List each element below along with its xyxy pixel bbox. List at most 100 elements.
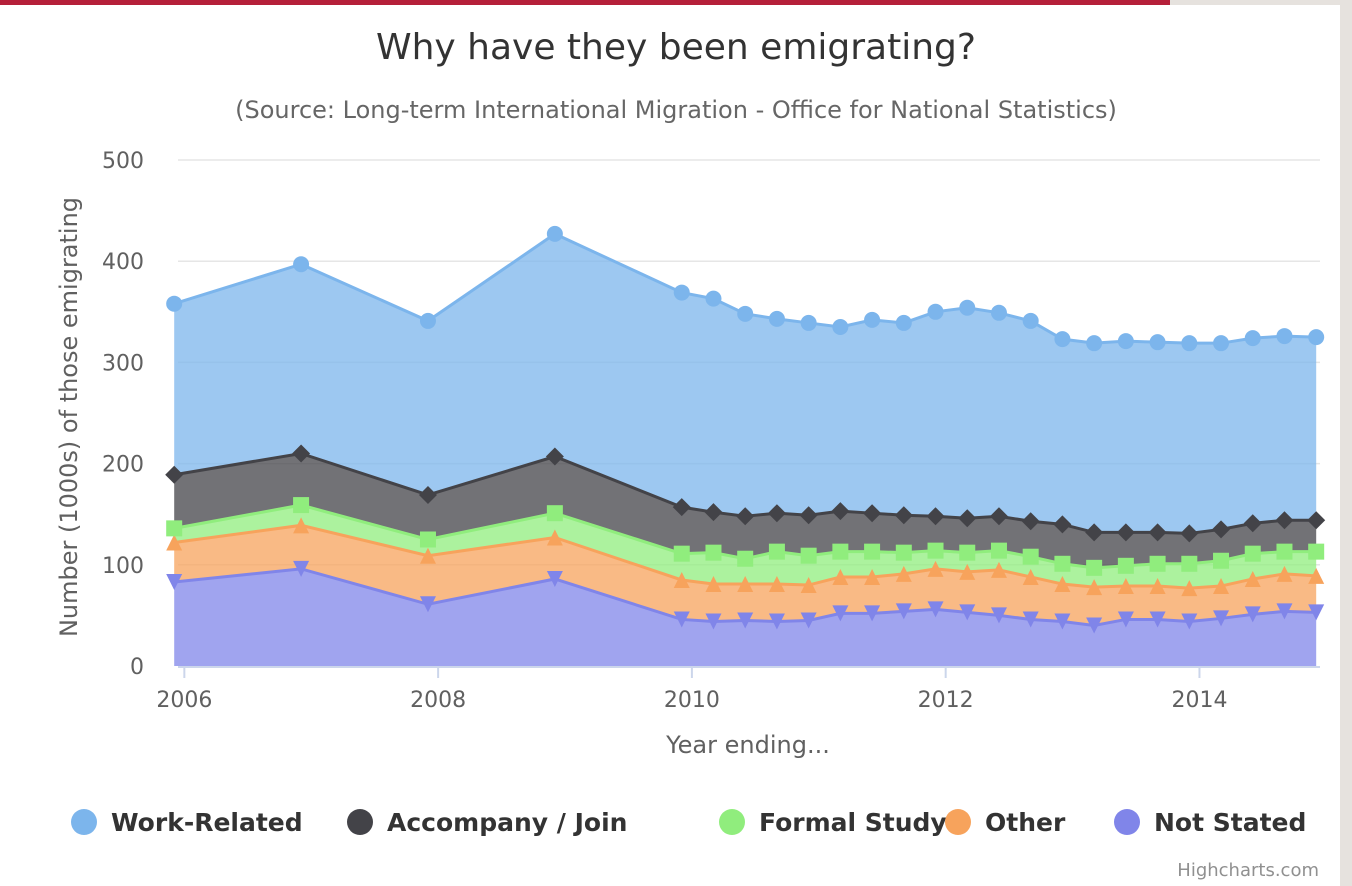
point-formal-study[interactable] — [705, 544, 722, 561]
point-other[interactable] — [895, 565, 912, 582]
point-work-related[interactable] — [1022, 312, 1039, 329]
point-other[interactable] — [800, 577, 817, 594]
point-other[interactable] — [1213, 578, 1230, 595]
point-accompany-join[interactable] — [1021, 512, 1040, 531]
point-formal-study[interactable] — [895, 544, 912, 561]
point-accompany-join[interactable] — [767, 504, 786, 523]
point-other[interactable] — [546, 529, 563, 546]
point-formal-study[interactable] — [959, 544, 976, 561]
point-accompany-join[interactable] — [926, 507, 945, 526]
point-accompany-join[interactable] — [1212, 520, 1231, 539]
point-work-related[interactable] — [864, 311, 881, 328]
point-work-related[interactable] — [166, 295, 183, 312]
point-work-related[interactable] — [990, 304, 1007, 321]
point-not-stated[interactable] — [927, 601, 944, 618]
point-formal-study[interactable] — [990, 542, 1007, 559]
point-formal-study[interactable] — [673, 545, 690, 562]
point-other[interactable] — [737, 576, 754, 593]
point-other[interactable] — [832, 568, 849, 585]
point-not-stated[interactable] — [1086, 617, 1103, 634]
point-formal-study[interactable] — [1276, 543, 1293, 560]
point-accompany-join[interactable] — [672, 498, 691, 517]
point-not-stated[interactable] — [1117, 611, 1134, 628]
point-accompany-join[interactable] — [1116, 523, 1135, 542]
point-other[interactable] — [864, 568, 881, 585]
point-not-stated[interactable] — [1244, 606, 1261, 623]
point-accompany-join[interactable] — [1180, 524, 1199, 543]
point-other[interactable] — [927, 560, 944, 577]
point-not-stated[interactable] — [293, 560, 310, 577]
point-formal-study[interactable] — [832, 543, 849, 560]
point-work-related[interactable] — [1117, 333, 1134, 350]
point-not-stated[interactable] — [1181, 613, 1198, 630]
point-other[interactable] — [419, 547, 436, 564]
point-work-related[interactable] — [1149, 334, 1166, 351]
point-work-related[interactable] — [546, 225, 563, 242]
point-formal-study[interactable] — [419, 531, 436, 548]
point-formal-study[interactable] — [1213, 552, 1230, 569]
point-accompany-join[interactable] — [894, 506, 913, 525]
legend-item-work-related[interactable]: Work-Related — [71, 808, 303, 837]
point-other[interactable] — [1181, 580, 1198, 597]
point-not-stated[interactable] — [990, 607, 1007, 624]
point-other[interactable] — [1149, 578, 1166, 595]
point-formal-study[interactable] — [1117, 557, 1134, 574]
point-accompany-join[interactable] — [831, 502, 850, 521]
point-work-related[interactable] — [673, 284, 690, 301]
point-not-stated[interactable] — [1213, 610, 1230, 627]
point-work-related[interactable] — [737, 305, 754, 322]
point-formal-study[interactable] — [768, 543, 785, 560]
point-not-stated[interactable] — [166, 574, 183, 591]
point-other[interactable] — [166, 534, 183, 551]
point-accompany-join[interactable] — [1053, 515, 1072, 534]
point-other[interactable] — [705, 576, 722, 593]
point-other[interactable] — [1022, 568, 1039, 585]
point-accompany-join[interactable] — [704, 503, 723, 522]
point-not-stated[interactable] — [895, 603, 912, 620]
point-not-stated[interactable] — [800, 612, 817, 629]
point-work-related[interactable] — [1213, 335, 1230, 352]
point-accompany-join[interactable] — [863, 504, 882, 523]
point-work-related[interactable] — [1086, 335, 1103, 352]
point-work-related[interactable] — [1054, 331, 1071, 348]
point-work-related[interactable] — [419, 312, 436, 329]
point-formal-study[interactable] — [1181, 555, 1198, 572]
point-work-related[interactable] — [1308, 329, 1325, 346]
point-accompany-join[interactable] — [292, 444, 311, 463]
point-formal-study[interactable] — [800, 547, 817, 564]
point-work-related[interactable] — [293, 256, 310, 273]
point-not-stated[interactable] — [1054, 613, 1071, 630]
point-not-stated[interactable] — [705, 613, 722, 630]
point-other[interactable] — [990, 561, 1007, 578]
point-not-stated[interactable] — [737, 612, 754, 629]
point-not-stated[interactable] — [1308, 604, 1325, 621]
point-formal-study[interactable] — [1149, 555, 1166, 572]
point-other[interactable] — [959, 563, 976, 580]
point-accompany-join[interactable] — [165, 465, 184, 484]
point-other[interactable] — [293, 517, 310, 534]
point-formal-study[interactable] — [546, 505, 563, 522]
point-accompany-join[interactable] — [736, 507, 755, 526]
point-not-stated[interactable] — [1149, 611, 1166, 628]
point-work-related[interactable] — [768, 310, 785, 327]
point-formal-study[interactable] — [166, 520, 183, 537]
point-other[interactable] — [1054, 576, 1071, 593]
point-formal-study[interactable] — [293, 497, 310, 514]
point-work-related[interactable] — [927, 303, 944, 320]
point-formal-study[interactable] — [1022, 548, 1039, 565]
point-not-stated[interactable] — [864, 605, 881, 622]
point-other[interactable] — [673, 571, 690, 588]
legend-item-accompany-join[interactable]: Accompany / Join — [347, 808, 627, 837]
point-work-related[interactable] — [1244, 330, 1261, 347]
point-other[interactable] — [1117, 578, 1134, 595]
point-formal-study[interactable] — [737, 550, 754, 567]
point-accompany-join[interactable] — [799, 506, 818, 525]
point-accompany-join[interactable] — [545, 447, 564, 466]
point-not-stated[interactable] — [959, 604, 976, 621]
point-work-related[interactable] — [705, 290, 722, 307]
point-accompany-join[interactable] — [958, 509, 977, 528]
point-accompany-join[interactable] — [1085, 523, 1104, 542]
point-not-stated[interactable] — [673, 611, 690, 628]
point-work-related[interactable] — [800, 314, 817, 331]
point-accompany-join[interactable] — [418, 485, 437, 504]
